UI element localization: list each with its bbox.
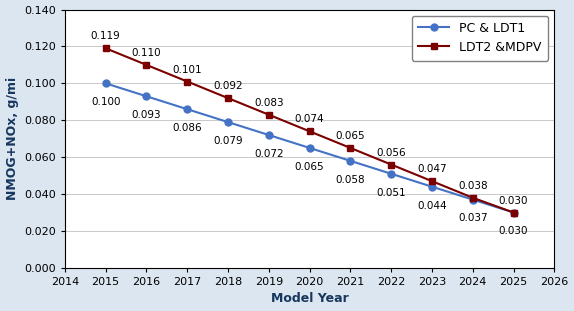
Text: 0.051: 0.051 (377, 188, 406, 198)
LDT2 &MDPV (224, 96, 231, 100)
Text: 0.072: 0.072 (254, 149, 284, 159)
PC & LDT1 (429, 185, 436, 188)
Text: 0.058: 0.058 (336, 175, 365, 185)
Text: 0.044: 0.044 (417, 201, 447, 211)
LDT2 &MDPV (347, 146, 354, 150)
Text: 0.086: 0.086 (172, 123, 202, 133)
X-axis label: Model Year: Model Year (271, 292, 348, 305)
Text: 0.037: 0.037 (458, 213, 487, 224)
LDT2 &MDPV (306, 129, 313, 133)
Line: PC & LDT1: PC & LDT1 (102, 80, 517, 216)
PC & LDT1 (143, 95, 150, 98)
PC & LDT1 (387, 172, 394, 176)
Text: 0.065: 0.065 (295, 162, 324, 172)
Text: 0.074: 0.074 (295, 114, 324, 124)
PC & LDT1 (306, 146, 313, 150)
Text: 0.110: 0.110 (131, 48, 161, 58)
Line: LDT2 &MDPV: LDT2 &MDPV (102, 45, 517, 216)
LDT2 &MDPV (102, 46, 109, 50)
LDT2 &MDPV (429, 179, 436, 183)
Text: 0.100: 0.100 (91, 97, 121, 107)
LDT2 &MDPV (510, 211, 517, 214)
Text: 0.101: 0.101 (172, 65, 202, 75)
LDT2 &MDPV (184, 80, 191, 83)
PC & LDT1 (224, 120, 231, 124)
PC & LDT1 (102, 81, 109, 85)
Text: 0.092: 0.092 (213, 81, 243, 91)
LDT2 &MDPV (265, 113, 272, 117)
PC & LDT1 (347, 159, 354, 163)
PC & LDT1 (510, 211, 517, 214)
PC & LDT1 (470, 198, 476, 202)
Text: 0.038: 0.038 (458, 181, 487, 191)
PC & LDT1 (184, 107, 191, 111)
Text: 0.079: 0.079 (213, 136, 243, 146)
Text: 0.083: 0.083 (254, 98, 284, 108)
LDT2 &MDPV (143, 63, 150, 67)
Text: 0.030: 0.030 (499, 196, 528, 206)
Text: 0.119: 0.119 (91, 31, 121, 41)
Text: 0.065: 0.065 (336, 131, 365, 141)
Text: 0.030: 0.030 (499, 226, 528, 236)
LDT2 &MDPV (387, 163, 394, 166)
Y-axis label: NMOG+NOx, g/mi: NMOG+NOx, g/mi (6, 77, 18, 200)
Text: 0.056: 0.056 (377, 148, 406, 158)
Text: 0.047: 0.047 (417, 164, 447, 174)
PC & LDT1 (265, 133, 272, 137)
Legend: PC & LDT1, LDT2 &MDPV: PC & LDT1, LDT2 &MDPV (412, 16, 548, 61)
LDT2 &MDPV (470, 196, 476, 200)
Text: 0.093: 0.093 (131, 110, 161, 120)
